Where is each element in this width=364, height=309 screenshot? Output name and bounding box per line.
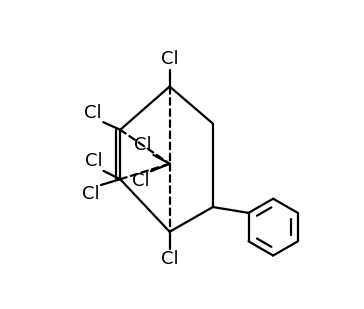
Text: Cl: Cl	[132, 172, 150, 190]
Text: Cl: Cl	[161, 250, 178, 268]
Text: Cl: Cl	[161, 50, 178, 68]
Text: Cl: Cl	[84, 104, 102, 121]
Text: Cl: Cl	[134, 136, 152, 154]
Text: Cl: Cl	[84, 152, 102, 170]
Text: Cl: Cl	[82, 185, 99, 203]
